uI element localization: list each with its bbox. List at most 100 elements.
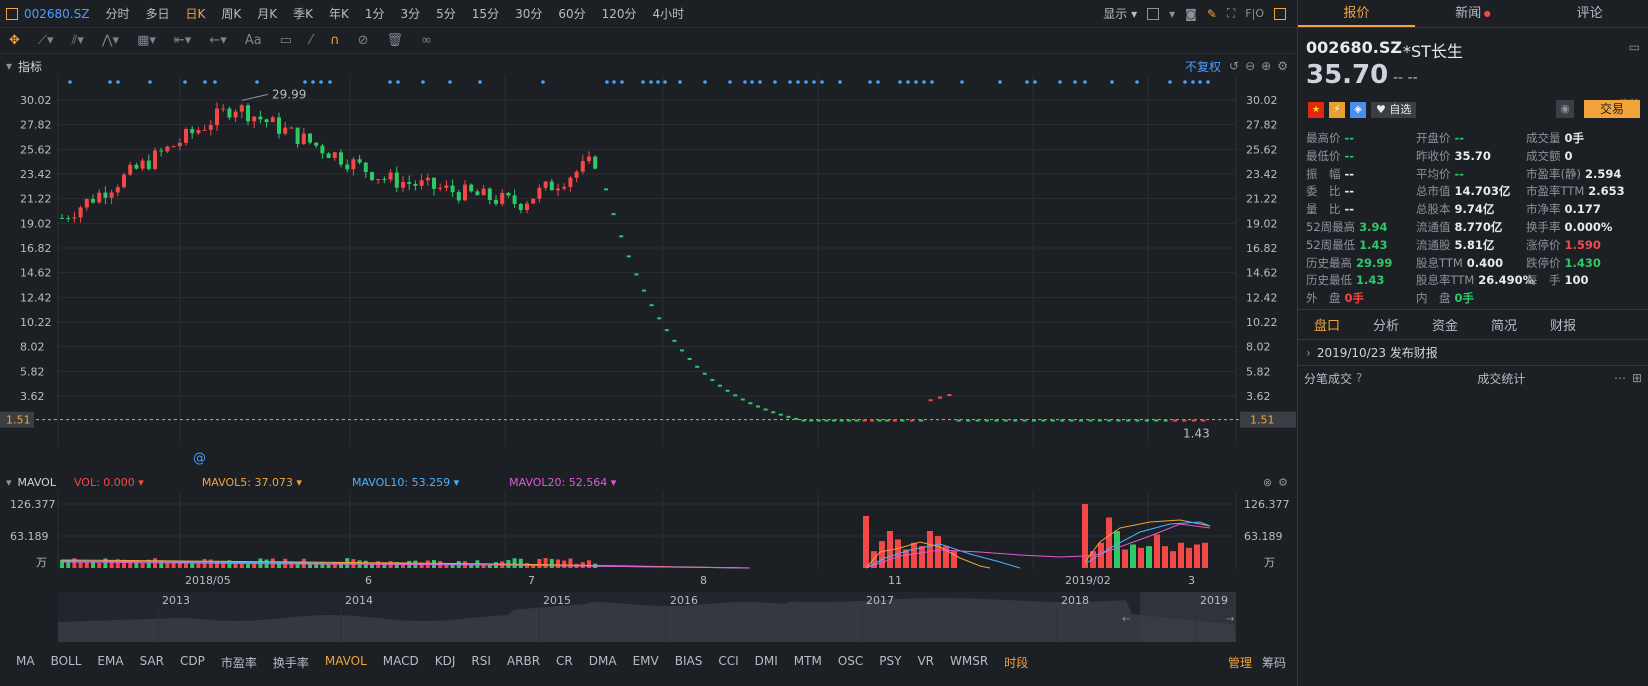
subtab-financials[interactable]: 财报: [1550, 319, 1577, 334]
period-tab[interactable]: 日K: [185, 7, 206, 21]
help-icon[interactable]: ?: [1356, 371, 1363, 385]
measure-tool-icon[interactable]: ⇤▾: [173, 33, 192, 48]
period-tab[interactable]: 1分: [364, 7, 385, 21]
period-tab[interactable]: 4小时: [652, 7, 685, 21]
indicator-tab[interactable]: DMI: [754, 653, 778, 668]
indicator-tab[interactable]: SAR: [139, 653, 164, 668]
volume-chart[interactable]: 126.377 126.377 63.189 63.189 万 万 2018/05 6 7 8 11…: [0, 492, 1296, 592]
indicator-tab[interactable]: KDJ: [434, 653, 456, 668]
settings-icon[interactable]: ⚙: [1277, 59, 1288, 73]
settings-icon[interactable]: ⚙: [1278, 475, 1288, 489]
trash-icon[interactable]: 🗑: [386, 33, 403, 48]
indicator-tab[interactable]: PSY: [879, 653, 902, 668]
indicator-tab[interactable]: RSI: [471, 653, 491, 668]
period-tab[interactable]: 15分: [471, 7, 500, 21]
subtab-funds[interactable]: 资金: [1432, 319, 1459, 334]
tab-comments[interactable]: 评论: [1576, 6, 1603, 21]
indicator-tab[interactable]: ARBR: [506, 653, 541, 668]
period-tab[interactable]: 60分: [558, 7, 586, 21]
time-navigator[interactable]: 2013 2014 2015 2016 2017 2018 2019 ← →: [0, 592, 1296, 642]
mavol10-value[interactable]: MAVOL10: 53.259 ▾: [351, 475, 460, 489]
zoom-out-icon[interactable]: ⊖: [1245, 59, 1256, 73]
tab-news[interactable]: 新闻 ●: [1415, 0, 1532, 27]
grid-tool-icon[interactable]: ▦▾: [137, 33, 156, 48]
indicator-tab[interactable]: WMSR: [950, 653, 989, 668]
notice-row[interactable]: › 2019/10/23 发布财报: [1298, 340, 1648, 366]
indicator-tab[interactable]: 市盈率: [220, 655, 257, 670]
expand-icon[interactable]: ▭: [1628, 40, 1640, 54]
line-tool-icon[interactable]: ⟋▾: [37, 33, 54, 48]
trade-button[interactable]: 交易: [1584, 100, 1640, 118]
trades-label[interactable]: 分笔成交: [1304, 371, 1353, 386]
more-icon[interactable]: ⋯: [1613, 371, 1626, 385]
indicator-tab[interactable]: EMA: [97, 653, 124, 668]
adjust-button[interactable]: 不复权: [1185, 59, 1222, 74]
indicator-tab[interactable]: BOLL: [50, 653, 82, 668]
sidebar-toggle-icon[interactable]: [1274, 7, 1286, 20]
subtab-analysis[interactable]: 分析: [1373, 319, 1400, 334]
checkbox-icon[interactable]: [1147, 7, 1160, 20]
indicator-tab[interactable]: MA: [16, 653, 35, 668]
subtab-profile[interactable]: 简况: [1491, 319, 1518, 334]
indicator-tab[interactable]: VR: [917, 653, 935, 668]
crosshair-icon[interactable]: ✥: [9, 33, 20, 48]
comment-tool-icon[interactable]: ▭: [279, 33, 292, 48]
grid-icon[interactable]: ⊞: [1631, 371, 1642, 385]
indicator-tab[interactable]: OSC: [837, 653, 864, 668]
price-chart[interactable]: 30.02 30.02 27.82 27.82 25.62 25.62 23.42 23.42…: [0, 76, 1296, 466]
indicator-tab[interactable]: CDP: [179, 653, 205, 668]
collapse-icon[interactable]: ▾: [6, 59, 13, 73]
indicator-tab[interactable]: CCI: [718, 653, 739, 668]
indicator-tab[interactable]: 时段: [1004, 655, 1029, 670]
indicator-tab[interactable]: BIAS: [674, 653, 703, 668]
zoom-in-icon[interactable]: ⊕: [1261, 59, 1272, 73]
display-dropdown[interactable]: 显示 ▾: [1103, 7, 1138, 21]
wave-tool-icon[interactable]: ⋀▾: [101, 33, 120, 48]
magnet-icon[interactable]: ∩: [330, 33, 340, 48]
period-tab[interactable]: 季K: [293, 7, 313, 21]
text-tool-icon[interactable]: Aa: [244, 33, 262, 48]
vol-value[interactable]: VOL: 0.000 ▾: [73, 475, 144, 489]
period-tab[interactable]: 分时: [105, 7, 130, 21]
period-tab[interactable]: 月K: [257, 7, 278, 21]
eraser-tool-icon[interactable]: ⁄: [309, 33, 313, 48]
indicator-tab[interactable]: CR: [556, 653, 573, 668]
manage-button[interactable]: 管理: [1227, 655, 1252, 670]
arrow-tool-icon[interactable]: ←▾: [209, 33, 227, 48]
link-icon[interactable]: ∞: [421, 33, 432, 48]
panel-toggle-icon[interactable]: [6, 7, 18, 20]
period-tab[interactable]: 周K: [221, 7, 242, 21]
mavol5-value[interactable]: MAVOL5: 37.073 ▾: [201, 475, 302, 489]
pencil-icon[interactable]: ✎: [1206, 6, 1217, 21]
hide-icon[interactable]: ⊘: [357, 33, 369, 48]
undo-icon[interactable]: ↺: [1229, 59, 1240, 73]
event-dot: [1025, 80, 1029, 84]
period-tab[interactable]: 3分: [400, 7, 421, 21]
chevron-down-icon[interactable]: ▾: [1169, 6, 1176, 21]
f10-icon[interactable]: F|O: [1245, 7, 1264, 20]
period-tab[interactable]: 5分: [436, 7, 456, 21]
fullscreen-icon[interactable]: ⛶: [1226, 6, 1236, 20]
chips-button[interactable]: 筹码: [1261, 655, 1286, 670]
mavol20-value[interactable]: MAVOL20: 52.564 ▾: [509, 475, 617, 489]
period-tab[interactable]: 120分: [601, 7, 637, 21]
indicator-tab[interactable]: DMA: [588, 653, 617, 668]
indicator-tab[interactable]: MTM: [793, 653, 822, 668]
camera-icon[interactable]: ◙: [1185, 6, 1197, 21]
tab-quote[interactable]: 报价: [1298, 0, 1415, 27]
collapse-icon[interactable]: ▾: [6, 475, 12, 489]
indicator-tab[interactable]: MACD: [382, 653, 419, 668]
subtab-orderbook[interactable]: 盘口: [1314, 319, 1341, 334]
indicator-tab[interactable]: EMV: [632, 653, 659, 668]
period-tab[interactable]: 年K: [329, 7, 349, 21]
period-tab[interactable]: 多日: [145, 7, 170, 21]
symbol-code[interactable]: 002680.SZ: [24, 6, 90, 21]
stats-label[interactable]: 成交统计: [1477, 371, 1526, 386]
bell-icon[interactable]: ◉: [1556, 100, 1574, 118]
indicator-tab[interactable]: MAVOL: [324, 653, 367, 668]
period-tab[interactable]: 30分: [515, 7, 543, 21]
close-icon[interactable]: ⊗: [1262, 475, 1273, 489]
channel-tool-icon[interactable]: ⫽▾: [71, 33, 84, 48]
indicator-tab[interactable]: 换手率: [272, 655, 309, 670]
add-watchlist-button[interactable]: ♥ 自选: [1371, 102, 1417, 118]
